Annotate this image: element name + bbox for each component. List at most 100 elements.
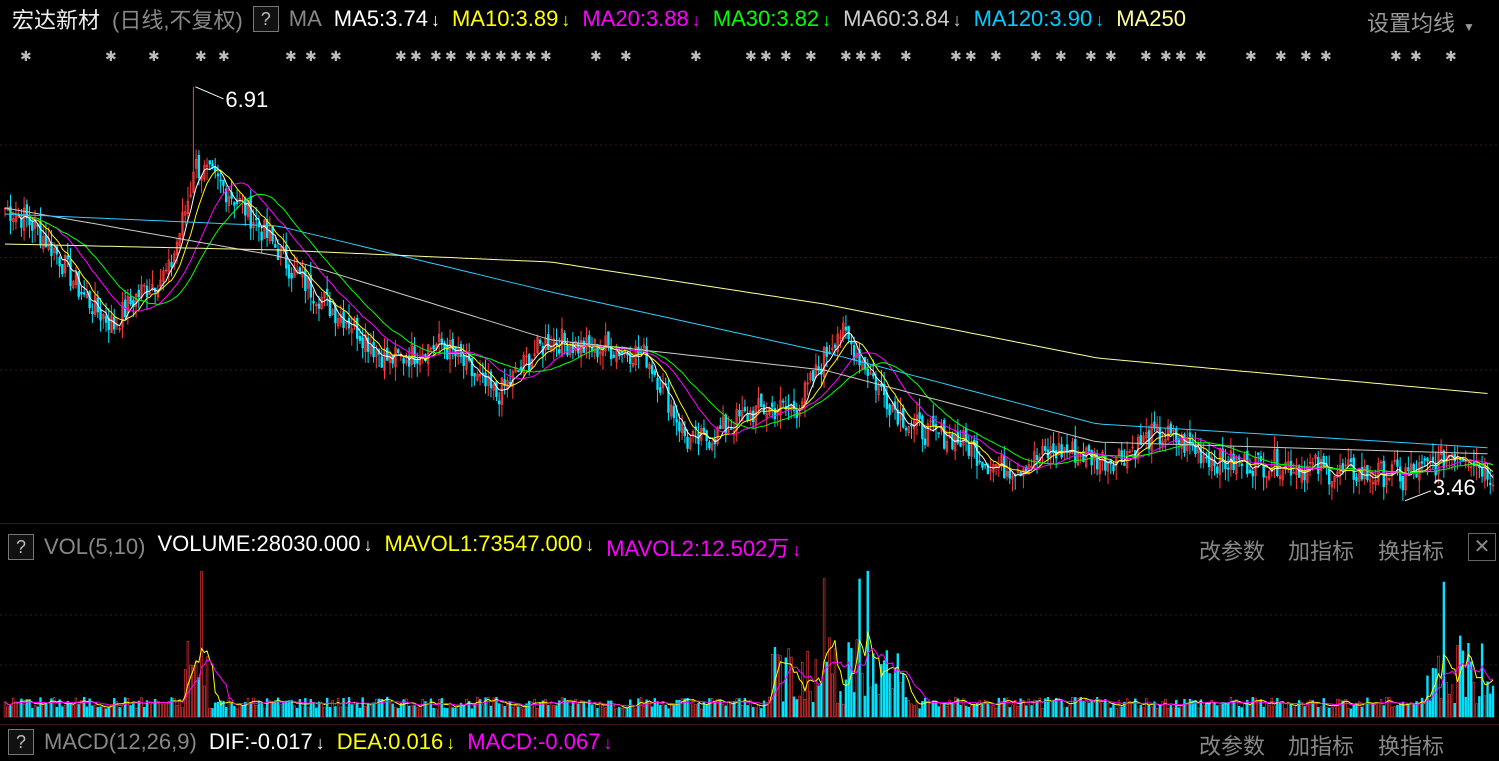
event-marker[interactable]: ✱ [1055, 48, 1067, 64]
macd-add-indicator-button[interactable]: 加指标 [1288, 734, 1355, 759]
volume-bar [443, 707, 446, 718]
vol-help-button[interactable]: ? [8, 534, 34, 560]
volume-bar [1281, 703, 1284, 718]
vol-header: ? VOL(5,10) VOLUME:28030.000 ↓ MAVOL1:7354… [0, 530, 1499, 564]
event-marker[interactable]: ✱ [870, 48, 882, 64]
vol-change-params-button[interactable]: 改参数 [1199, 539, 1266, 564]
volume-bar [102, 705, 105, 718]
help-button[interactable]: ? [252, 6, 279, 32]
event-marker[interactable]: ✱ [1105, 48, 1117, 64]
candle [904, 425, 908, 437]
event-marker[interactable]: ✱ [305, 48, 317, 64]
event-marker[interactable]: ✱ [105, 48, 117, 64]
volume-chart[interactable] [0, 565, 1499, 720]
event-marker[interactable]: ✱ [1300, 48, 1312, 64]
volume-bar [1155, 708, 1159, 718]
event-marker[interactable]: ✱ [430, 48, 442, 64]
candle [317, 296, 321, 322]
event-marker[interactable]: ✱ [395, 48, 407, 64]
event-marker[interactable]: ✱ [410, 48, 422, 64]
volume-bar [1003, 697, 1006, 718]
macd-change-params-button[interactable]: 改参数 [1199, 734, 1266, 759]
event-marker[interactable]: ✱ [1390, 48, 1402, 64]
macd-items-item: MACD:-0.067 ↓ [467, 729, 612, 755]
event-marker[interactable]: ✱ [1320, 48, 1332, 64]
event-marker[interactable]: ✱ [840, 48, 852, 64]
volume-bar [768, 696, 771, 718]
volume-bar [648, 701, 651, 718]
event-marker[interactable]: ✱ [148, 48, 160, 64]
vol-switch-indicator-button[interactable]: 换指标 [1378, 539, 1445, 564]
event-marker[interactable]: ✱ [1275, 48, 1287, 64]
candle [104, 303, 108, 332]
candle [1431, 443, 1435, 471]
candle [249, 189, 252, 241]
event-marker[interactable]: ✱ [218, 48, 230, 64]
event-marker[interactable]: ✱ [330, 48, 342, 64]
macd-help-button[interactable]: ? [8, 729, 34, 755]
stock-ma_items-item: MA120:3.90 ↓ [974, 6, 1105, 32]
volume-bar [1079, 696, 1082, 718]
price-chart[interactable]: 6.91 3.46 [0, 70, 1499, 520]
candle [99, 298, 102, 332]
event-marker[interactable]: ✱ [1410, 48, 1422, 64]
event-marker[interactable]: ✱ [590, 48, 602, 64]
event-marker[interactable]: ✱ [900, 48, 912, 64]
event-marker[interactable]: ✱ [780, 48, 792, 64]
event-marker[interactable]: ✱ [805, 48, 817, 64]
event-marker[interactable]: ✱ [760, 48, 772, 64]
legend-value: MA20:3.88 [582, 6, 689, 31]
event-marker[interactable]: ✱ [1160, 48, 1172, 64]
event-marker[interactable]: ✱ [445, 48, 457, 64]
event-marker[interactable]: ✱ [525, 48, 537, 64]
event-marker[interactable]: ✱ [855, 48, 867, 64]
event-marker[interactable]: ✱ [495, 48, 507, 64]
candle [609, 337, 613, 367]
legend-value: MA30:3.82 [712, 6, 820, 31]
event-marker[interactable]: ✱ [690, 48, 702, 64]
event-marker[interactable]: ✱ [1195, 48, 1207, 64]
event-marker[interactable]: ✱ [1245, 48, 1257, 64]
volume-bar [650, 706, 654, 718]
vol-add-indicator-button[interactable]: 加指标 [1288, 539, 1355, 564]
event-marker[interactable]: ✱ [950, 48, 962, 64]
candle [1115, 455, 1118, 480]
event-marker[interactable]: ✱ [620, 48, 632, 64]
event-marker[interactable]: ✱ [1445, 48, 1457, 64]
event-marker[interactable]: ✱ [1175, 48, 1187, 64]
candle [1175, 425, 1178, 457]
candle [1281, 468, 1284, 487]
volume-bar [380, 698, 383, 718]
event-marker[interactable]: ✱ [1030, 48, 1042, 64]
macd-switch-indicator-button[interactable]: 换指标 [1378, 734, 1445, 759]
volume-bar [1442, 581, 1446, 718]
ma-settings-button[interactable]: 设置均线 ▼ [1367, 6, 1475, 38]
event-marker[interactable]: ✱ [540, 48, 552, 64]
volume-bar [612, 704, 616, 718]
event-marker[interactable]: ✱ [510, 48, 522, 64]
candle [208, 160, 211, 171]
volume-bar [1109, 707, 1112, 718]
candle [1322, 453, 1325, 469]
event-marker[interactable]: ✱ [480, 48, 492, 64]
candle [1213, 450, 1216, 476]
ma60-line [4, 207, 1488, 455]
candle [872, 359, 875, 380]
volume-bar [517, 706, 520, 718]
event-marker[interactable]: ✱ [195, 48, 207, 64]
event-marker[interactable]: ✱ [1140, 48, 1152, 64]
candle [1237, 454, 1241, 467]
volume-bar [1404, 704, 1407, 718]
event-marker[interactable]: ✱ [965, 48, 977, 64]
event-marker[interactable]: ✱ [20, 48, 32, 64]
volume-bar [143, 706, 146, 718]
event-marker[interactable]: ✱ [745, 48, 757, 64]
event-marker[interactable]: ✱ [285, 48, 297, 64]
volume-bar [552, 705, 555, 718]
event-marker[interactable]: ✱ [465, 48, 477, 64]
high-pointer [195, 86, 224, 100]
event-marker[interactable]: ✱ [1085, 48, 1097, 64]
vol-close-icon[interactable]: ✕ [1468, 533, 1496, 561]
event-marker[interactable]: ✱ [990, 48, 1002, 64]
candle [58, 255, 61, 278]
